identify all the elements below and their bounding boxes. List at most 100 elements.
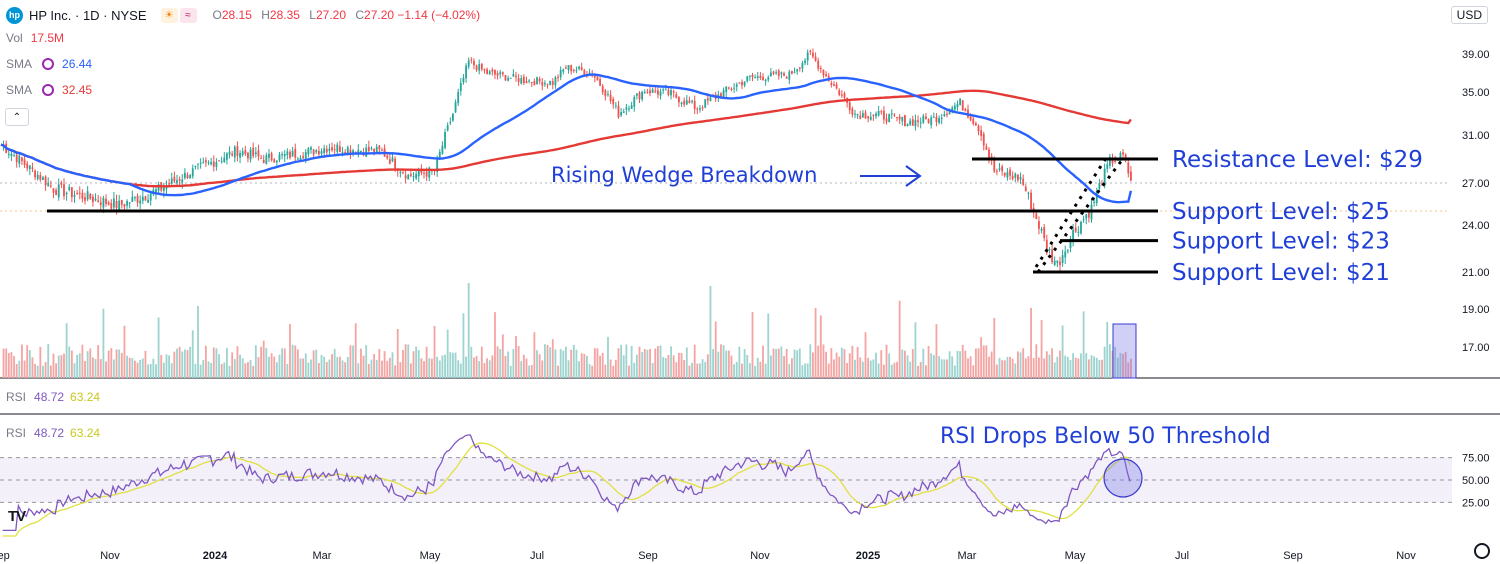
price-tick-label: 27.00 [1462, 178, 1490, 190]
candle-body [275, 160, 278, 163]
volume-bar [73, 363, 76, 378]
volume-bar [462, 313, 465, 378]
candle-body [801, 63, 804, 69]
candle-body [349, 149, 352, 154]
candle-body [357, 149, 360, 154]
volume-bar [386, 360, 389, 378]
candle-body [791, 71, 793, 74]
candle-body [683, 100, 686, 105]
candle-body [507, 78, 510, 81]
candle-body [107, 202, 110, 205]
volume-bar [1072, 353, 1075, 378]
candle-body [1066, 250, 1069, 252]
volume-bar [1103, 346, 1106, 378]
price-tick-label: 17.00 [1462, 342, 1490, 354]
settings-icon[interactable] [1474, 543, 1490, 559]
volume-bar [1043, 358, 1046, 378]
candle-body [144, 196, 147, 201]
volume-bar [438, 360, 441, 378]
volume-bar [1064, 355, 1067, 378]
volume-bar [638, 346, 641, 378]
candle-body [772, 71, 775, 74]
volume-bar [220, 363, 223, 378]
annotations: Resistance Level: $29 Support Level: $25 S… [551, 147, 1423, 449]
candle-body [155, 189, 157, 193]
market-session-icon[interactable]: ☀ [160, 7, 178, 23]
volume-bar [696, 363, 699, 378]
volume-bar [249, 360, 252, 378]
tradingview-logo-icon[interactable]: TV [8, 508, 26, 525]
rsi-legend-pane[interactable]: RSI 48.72 63.24 [6, 426, 100, 440]
candle-body [809, 51, 812, 53]
volume-bar [630, 345, 633, 378]
refresh-icon[interactable] [42, 84, 55, 96]
volume-bar [252, 365, 255, 378]
candle-body [720, 93, 722, 98]
candle-body [323, 148, 326, 153]
volume-bar [139, 359, 142, 378]
volume-bar [144, 350, 147, 378]
volume-bar [520, 361, 523, 378]
candle-body [488, 71, 491, 75]
candle-body [1030, 192, 1032, 209]
volume-bar [362, 355, 365, 378]
sma-long-indicator[interactable]: SMA 32.45 [6, 83, 92, 97]
data-delay-icon[interactable]: ≈ [179, 7, 197, 23]
candle-body [168, 183, 171, 185]
ohlc-open-value: 28.15 [221, 8, 252, 22]
volume-bar [357, 363, 360, 378]
candle-body [783, 73, 785, 76]
volume-bar [974, 348, 977, 378]
volume-bar [7, 353, 10, 378]
candle-body [49, 185, 52, 187]
candle-body [904, 115, 906, 127]
volume-bar [848, 353, 851, 378]
volume-bar [578, 361, 580, 378]
candle-body [331, 147, 333, 151]
candle-body [864, 112, 867, 119]
volume-bar [134, 360, 136, 378]
refresh-icon[interactable] [42, 58, 55, 70]
candle-body [425, 171, 428, 177]
currency-selector[interactable]: USD [1450, 6, 1488, 24]
collapse-indicators-button[interactable]: ⌃ [5, 108, 29, 126]
candle-body [667, 90, 670, 95]
volume-bar [307, 362, 310, 378]
status-badges[interactable]: ☀ ≈ [160, 7, 199, 23]
candle-body [346, 147, 349, 154]
volume-indicator[interactable]: Vol 17.5M [6, 31, 64, 45]
candle-body [798, 67, 801, 69]
volume-bar [86, 351, 89, 378]
rsi-annotation: RSI Drops Below 50 Threshold [940, 424, 1271, 449]
price-tick-label: 24.00 [1462, 220, 1490, 232]
volume-bar [985, 345, 988, 378]
volume-bar [756, 357, 759, 378]
volume-bar [959, 351, 962, 378]
candle-body [417, 169, 420, 177]
candle-body [604, 90, 607, 97]
volume-bar [118, 349, 121, 378]
symbol-title[interactable]: HP Inc. · 1D · NYSE [29, 7, 147, 23]
volume-bar [659, 345, 662, 378]
ohlc-readout: O28.15 H28.35 L27.20 C27.20 −1.14 (−4.02… [213, 8, 487, 22]
candle-body [898, 116, 901, 120]
volume-bar [596, 348, 599, 378]
candle-body [68, 186, 71, 191]
sma-short-indicator[interactable]: SMA 26.44 [6, 57, 92, 71]
candle-body [262, 159, 265, 164]
ohlc-open-label: O [212, 8, 222, 22]
candle-body [1011, 176, 1014, 179]
volume-bar [488, 360, 491, 378]
volume-bar [875, 352, 877, 378]
volume-bar [972, 365, 975, 378]
volume-bar [751, 312, 754, 378]
volume-bar [1040, 320, 1043, 378]
rsi-legend-top[interactable]: RSI 48.72 63.24 [6, 390, 100, 404]
candle-body [391, 157, 394, 162]
volume-bar [21, 344, 23, 378]
volume-bar [827, 363, 830, 378]
candle-body [270, 153, 273, 161]
volume-bar [788, 364, 791, 378]
volume-bar [341, 360, 344, 378]
